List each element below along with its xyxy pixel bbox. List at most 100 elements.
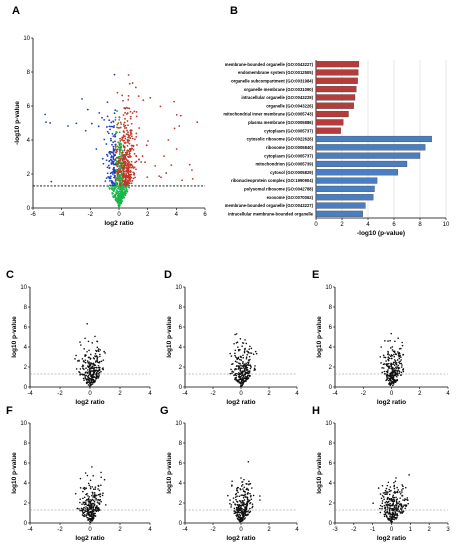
data-point — [105, 159, 108, 162]
x-axis-label: log2 ratio — [75, 399, 104, 406]
data-point — [85, 381, 88, 384]
data-point — [91, 373, 94, 376]
data-point — [234, 352, 236, 355]
data-point — [241, 510, 244, 512]
x-tick-label: 2 — [418, 391, 422, 397]
data-point — [94, 488, 97, 490]
x-tick-label: -4 — [332, 391, 338, 397]
data-point — [93, 491, 96, 494]
y-tick-label: 2 — [27, 172, 31, 178]
data-point — [393, 369, 395, 372]
data-point — [402, 368, 405, 370]
data-point — [128, 182, 131, 185]
category-label: intracellular membrane-bounded organelle — [228, 212, 314, 217]
data-point — [396, 379, 399, 382]
data-point — [240, 364, 242, 367]
data-point — [116, 190, 119, 193]
data-point — [100, 484, 102, 487]
data-point — [111, 125, 114, 128]
data-point — [116, 91, 119, 94]
bar — [315, 77, 358, 84]
data-point — [95, 505, 98, 507]
data-point — [245, 356, 248, 359]
data-point — [242, 500, 244, 502]
data-point — [92, 362, 95, 365]
data-point — [118, 116, 121, 119]
data-point — [234, 496, 237, 498]
y-axis-label: -log10 p-value — [14, 101, 21, 145]
data-point — [91, 381, 93, 384]
data-point — [119, 140, 122, 142]
data-point — [242, 366, 245, 369]
data-point — [84, 377, 87, 380]
data-point — [78, 508, 80, 510]
data-point — [97, 364, 100, 367]
data-point — [390, 365, 393, 367]
data-point — [116, 192, 119, 195]
data-point — [92, 475, 95, 477]
data-point — [255, 352, 258, 355]
data-point — [128, 161, 131, 163]
bar — [315, 127, 341, 134]
data-point — [111, 192, 114, 195]
data-point — [130, 163, 133, 166]
data-point — [235, 357, 238, 359]
data-point — [245, 364, 247, 366]
data-point — [126, 129, 128, 132]
y-axis-label: log10 p-value — [316, 452, 323, 494]
x-tick-label: -4 — [182, 391, 188, 397]
chart-e: -4 -2 0 2 4 0 2 4 6 8 10 log2 ratio log10 p-value — [316, 285, 450, 406]
data-point — [132, 173, 135, 176]
y-tick-label: 0 — [24, 385, 28, 391]
data-point — [395, 353, 398, 356]
data-point — [86, 360, 89, 362]
data-point — [237, 510, 240, 513]
data-point — [233, 374, 235, 377]
data-point — [240, 506, 242, 508]
panel-letter-f: F — [6, 405, 13, 417]
data-point — [119, 192, 122, 195]
data-point — [404, 498, 406, 500]
data-point-outlier — [44, 113, 47, 116]
data-point — [244, 377, 246, 379]
data-point — [243, 508, 245, 511]
data-point — [398, 357, 401, 360]
data-point — [118, 165, 121, 168]
data-point — [249, 507, 251, 510]
y-tick-label: 0 — [179, 385, 183, 391]
data-point — [89, 500, 92, 503]
data-point — [115, 171, 118, 173]
category-label: cytoplasm (GO:0005737) — [264, 153, 313, 158]
data-point — [112, 195, 115, 198]
data-point — [236, 495, 238, 498]
data-point — [97, 372, 100, 375]
data-point — [86, 499, 89, 501]
data-point — [94, 515, 97, 517]
data-point — [387, 379, 390, 382]
data-point — [392, 500, 394, 503]
data-point — [93, 371, 96, 374]
data-point — [393, 517, 395, 519]
data-point — [115, 184, 118, 186]
data-point — [129, 117, 132, 120]
data-point — [233, 510, 235, 512]
data-point — [107, 175, 110, 178]
y-tick-label: 2 — [329, 501, 333, 507]
data-point — [95, 506, 98, 509]
x-tick-label: 10 — [443, 222, 450, 228]
bar — [315, 152, 421, 159]
data-point-outlier — [179, 114, 182, 117]
data-point — [135, 160, 138, 163]
data-point — [126, 182, 129, 185]
data-point — [240, 494, 243, 497]
data-point — [244, 375, 247, 378]
data-point — [103, 119, 106, 121]
data-point — [129, 155, 132, 158]
data-point — [236, 341, 239, 344]
data-point — [386, 353, 389, 356]
data-point — [88, 381, 90, 383]
data-point — [118, 143, 121, 146]
data-point — [74, 492, 77, 495]
data-point — [388, 490, 391, 493]
data-point — [117, 155, 120, 158]
